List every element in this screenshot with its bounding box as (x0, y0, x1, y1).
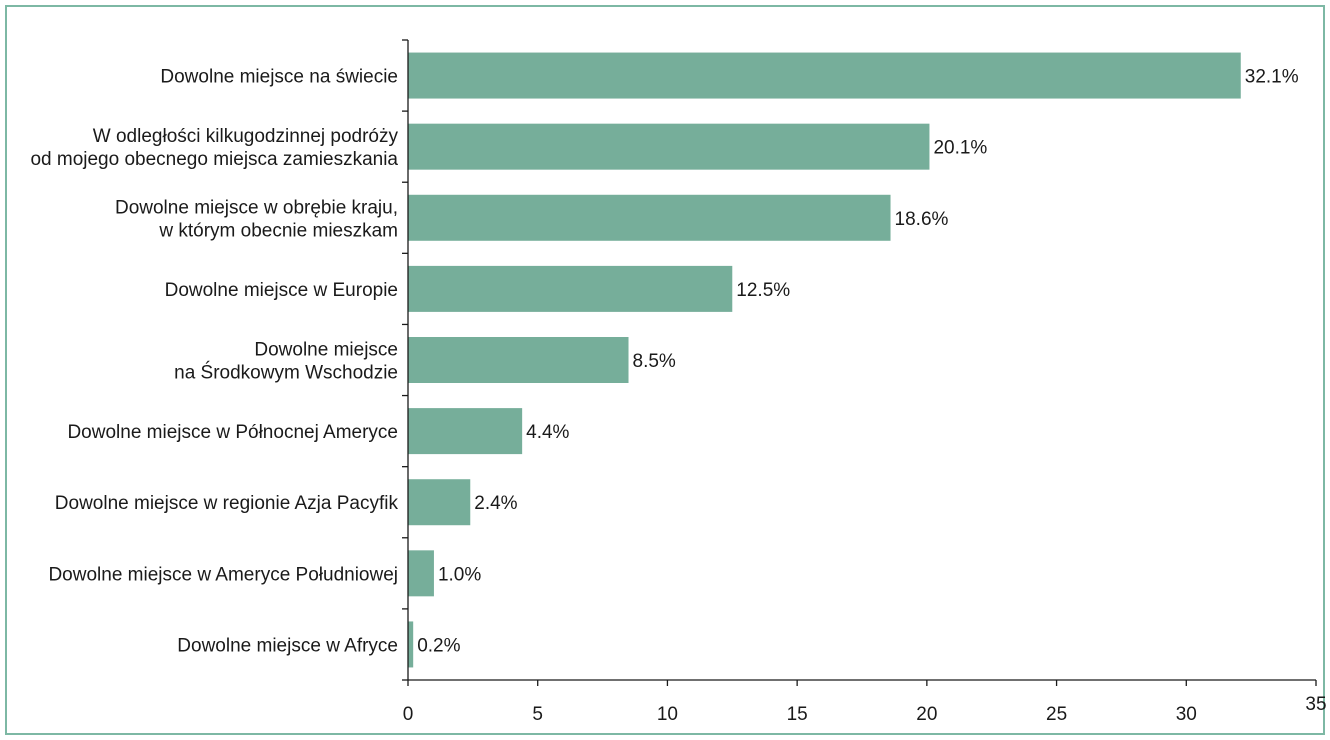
x-tick-label: 35 (1305, 694, 1326, 715)
bar (408, 265, 733, 312)
bar (408, 408, 523, 455)
data-label: 4.4% (526, 422, 569, 443)
bar (408, 550, 434, 597)
data-label: 32.1% (1245, 67, 1299, 88)
data-label: 2.4% (474, 493, 517, 514)
category-label: w którym obecnie mieszkam (158, 220, 398, 241)
category-label: Dowolne miejsce (254, 340, 398, 361)
data-label: 12.5% (736, 280, 790, 301)
x-tick-label: 15 (787, 704, 808, 725)
category-label: od mojego obecnego miejsca zamieszkania (30, 149, 398, 170)
x-tick-label: 0 (403, 704, 414, 725)
bar (408, 621, 414, 668)
x-tick-label: 5 (532, 704, 543, 725)
category-label: Dowolne miejsce w Północnej Ameryce (67, 422, 398, 443)
data-label: 0.2% (417, 635, 460, 656)
bar (408, 479, 471, 526)
x-tick-label: 25 (1046, 704, 1067, 725)
category-label: Dowolne miejsce w Europie (165, 280, 398, 301)
category-label: Dowolne miejsce w regionie Azja Pacyfik (55, 493, 399, 514)
x-tick-label: 30 (1176, 704, 1197, 725)
category-label: na Środkowym Wschodzie (174, 362, 398, 384)
bar (408, 123, 930, 170)
category-label: Dowolne miejsce w Ameryce Południowej (48, 564, 398, 585)
x-tick-label: 10 (657, 704, 678, 725)
category-label: W odległości kilkugodzinnej podróży (93, 126, 399, 147)
category-label: Dowolne miejsce w obrębie kraju, (115, 197, 398, 218)
bar (408, 194, 891, 241)
data-label: 18.6% (895, 209, 949, 230)
data-label: 1.0% (438, 564, 481, 585)
bar (408, 337, 629, 383)
category-label: Dowolne miejsce w Afryce (177, 635, 398, 656)
data-label: 20.1% (933, 138, 987, 159)
x-tick-label: 20 (916, 704, 937, 725)
data-label: 8.5% (633, 351, 676, 372)
category-label: Dowolne miejsce na świecie (160, 67, 398, 88)
bar (408, 52, 1241, 99)
